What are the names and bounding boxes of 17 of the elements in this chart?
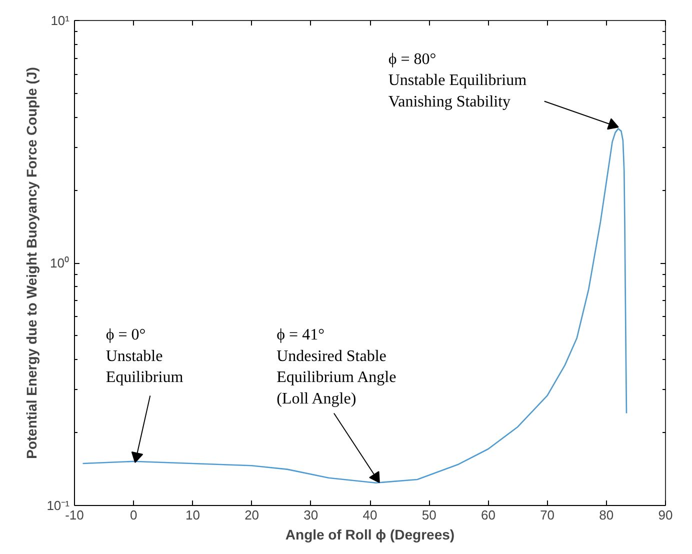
y-tick-label: 10¹ <box>50 13 70 28</box>
x-axis-title: Angle of Roll ϕ (Degrees) <box>285 526 455 542</box>
y-axis-title: Potential Energy due to Weight Buoyancy Force Couple (J) <box>24 67 40 459</box>
x-tick-label: 0 <box>130 508 138 522</box>
annotation: ϕ = 41° Undesired Stable Equilibrium Angle (Loll Angle) <box>276 326 396 408</box>
x-tick-label: 40 <box>362 508 378 522</box>
y-tick-label: 10⁰ <box>50 256 70 270</box>
x-tick-label: 70 <box>540 508 555 522</box>
x-tick-label: 90 <box>658 508 673 522</box>
x-tick-label: 50 <box>422 508 436 522</box>
annotation: ϕ = 0° Unstable Equilibrium <box>106 326 184 386</box>
x-tick-label: 60 <box>480 508 496 522</box>
x-tick-label: 10 <box>185 508 200 522</box>
annotation: ϕ = 80° Unstable Equilibrium Vanishing Stability <box>388 50 528 110</box>
x-tick-label: 80 <box>599 508 614 522</box>
x-tick-label: 30 <box>304 508 318 522</box>
x-tick-label: 20 <box>244 508 260 522</box>
